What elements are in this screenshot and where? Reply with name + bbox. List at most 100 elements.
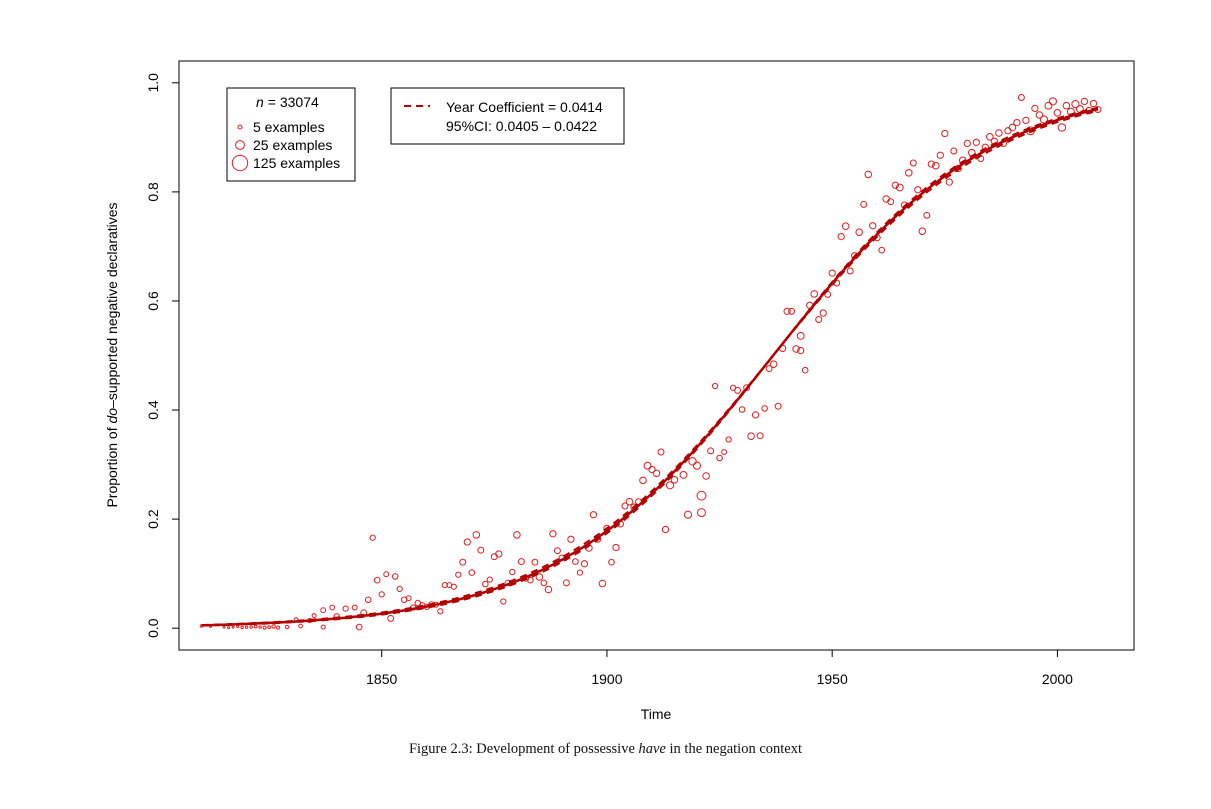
data-point — [923, 211, 931, 219]
data-point — [1080, 97, 1089, 106]
y-axis: 0.0 0.2 0.4 0.6 0.8 1.0 — [145, 73, 179, 638]
data-point — [815, 316, 823, 323]
data-point — [527, 576, 534, 584]
data-point — [463, 538, 471, 546]
data-point — [1039, 115, 1048, 124]
data-point — [351, 604, 358, 611]
size-legend-box — [226, 87, 356, 182]
data-point — [841, 222, 850, 230]
data-point — [743, 384, 751, 392]
size-legend-marker-medium — [235, 140, 245, 150]
y-axis-label: Proportion of do–supported negative decl… — [104, 202, 120, 507]
data-point — [707, 447, 715, 455]
fit-ci-lower-line — [201, 109, 1099, 626]
data-point — [711, 382, 719, 390]
data-point — [1089, 99, 1098, 108]
data-point — [572, 558, 579, 565]
fit-legend-ci: 95%CI: 0.0405 – 0.0422 — [446, 118, 597, 134]
data-point — [567, 535, 575, 543]
data-point — [231, 625, 235, 629]
data-point — [769, 360, 778, 368]
data-point — [652, 469, 661, 478]
data-point — [373, 576, 381, 584]
y-tick-label: 0.0 — [145, 618, 161, 638]
y-axis-label-post: –supported negative declaratives — [104, 202, 120, 407]
data-point — [774, 402, 782, 410]
data-point — [1017, 94, 1025, 101]
data-point — [936, 151, 944, 159]
data-point — [509, 568, 516, 576]
size-legend-marker-large — [231, 154, 249, 172]
data-point — [249, 625, 253, 629]
data-point — [284, 624, 290, 630]
data-point — [855, 228, 863, 236]
data-point — [500, 598, 507, 605]
scatter-chart: 1850 1900 1950 2000 0.0 0.2 0.4 0.6 0.8 1.0 Time… — [104, 60, 1135, 722]
data-point — [696, 490, 707, 501]
data-point — [396, 585, 403, 593]
data-point — [950, 147, 958, 155]
data-point — [932, 161, 940, 170]
data-point — [670, 476, 679, 484]
data-point — [927, 160, 935, 168]
data-point — [383, 571, 390, 578]
data-point — [1022, 116, 1030, 125]
data-point — [486, 576, 493, 583]
data-point — [355, 623, 363, 631]
data-point — [683, 510, 693, 519]
data-point — [450, 583, 457, 590]
data-point — [320, 624, 326, 630]
data-point — [342, 605, 349, 612]
data-point — [482, 580, 489, 588]
data-point — [810, 290, 818, 298]
x-tick-label: 2000 — [1042, 671, 1073, 687]
caption-suffix: in the negation context — [665, 741, 803, 757]
data-point — [267, 625, 272, 629]
data-point — [553, 547, 561, 555]
data-point — [1048, 97, 1057, 106]
data-point — [271, 624, 276, 629]
data-point — [895, 183, 904, 192]
data-point — [608, 558, 615, 566]
data-point — [441, 581, 448, 589]
data-point — [1053, 109, 1062, 117]
data-point — [472, 531, 481, 539]
data-point — [963, 139, 971, 148]
y-tick-label: 0.6 — [145, 291, 161, 311]
size-legend-n-value: = 33074 — [268, 94, 319, 110]
plot-frame — [178, 60, 1135, 651]
size-legend-label-25: 25 examples — [253, 137, 332, 153]
fit-legend-coefficient: Year Coefficient = 0.0414 — [446, 99, 603, 115]
data-point — [648, 465, 656, 474]
data-point — [972, 138, 980, 146]
data-point — [914, 186, 922, 194]
fit-legend: Year Coefficient = 0.0414 95%CI: 0.0405 … — [390, 87, 625, 145]
data-point — [576, 569, 584, 576]
data-point — [222, 625, 226, 629]
data-point — [688, 457, 697, 466]
data-point — [792, 345, 800, 353]
data-point — [1071, 100, 1080, 109]
data-point — [468, 569, 476, 576]
data-point — [562, 579, 570, 587]
data-point — [244, 625, 249, 629]
x-axis: 1850 1900 1950 2000 — [366, 650, 1073, 687]
data-point — [364, 596, 372, 604]
data-point — [589, 511, 598, 519]
data-point — [1035, 111, 1044, 119]
data-point — [540, 579, 548, 587]
data-point — [391, 573, 399, 580]
y-tick-label: 0.2 — [145, 509, 161, 529]
data-point — [378, 591, 385, 598]
data-point — [227, 626, 231, 630]
data-point — [788, 307, 796, 315]
data-point — [240, 625, 244, 630]
data-point — [517, 558, 525, 566]
data-point — [665, 481, 675, 490]
data-point — [639, 476, 647, 485]
x-tick-label: 1950 — [817, 671, 848, 687]
data-point — [692, 461, 702, 470]
data-point — [891, 181, 899, 189]
data-point — [751, 411, 760, 419]
data-point — [612, 543, 620, 552]
